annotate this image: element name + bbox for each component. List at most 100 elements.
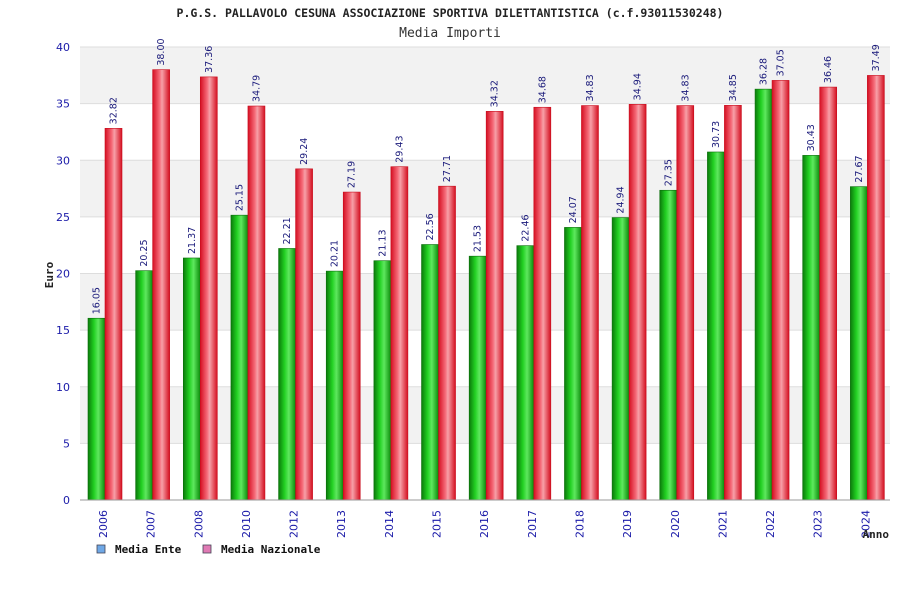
value-label: 29.24 [299,138,310,165]
value-label: 27.67 [854,155,865,182]
value-label: 21.37 [187,227,198,254]
legend-swatch-media-ente [96,544,106,554]
bar-media-ente-2023 [802,155,821,501]
bar-media-ente-2021 [707,151,725,501]
bar-media-ente-2014 [373,260,392,501]
bar-media-nazionale-2022 [771,80,790,501]
legend: Media Ente Media Nazionale [96,543,321,556]
y-axis-ticks: 0 5 10 15 20 25 30 35 40 [56,41,70,507]
bar-media-nazionale-2007 [152,69,170,501]
y-tick-label: 25 [56,211,70,224]
value-label: 29.43 [394,136,405,163]
x-tick-label: 2014 [383,510,396,538]
y-tick-label: 5 [63,437,70,450]
value-label: 34.68 [537,76,548,103]
bar-media-ente-2017 [516,245,535,501]
legend-label-media-nazionale: Media Nazionale [221,543,321,556]
bar-media-ente-2019 [611,217,630,501]
value-label: 27.19 [347,161,358,188]
bar-media-ente-2007 [135,270,153,501]
value-label: 34.94 [633,73,644,100]
value-labels: 16.05 32.82 20.25 38.00 21.37 37.36 25.15 34.79… [92,38,882,314]
legend-label-media-ente: Media Ente [115,543,182,556]
x-tick-label: 2020 [669,510,682,538]
value-label: 36.46 [823,56,834,83]
bar-media-ente-2010 [230,214,249,501]
x-tick-label: 2019 [621,510,634,538]
bar-media-ente-2012 [278,248,296,501]
bars [87,69,885,501]
x-tick-label: 2018 [573,510,586,538]
x-tick-label: 2023 [812,510,825,538]
x-tick-label: 2010 [240,510,253,538]
value-label: 34.85 [728,74,739,101]
value-label: 38.00 [156,38,167,65]
value-label: 34.83 [585,74,596,101]
y-tick-label: 30 [56,154,70,167]
x-tick-label: 2022 [764,510,777,538]
chart-subtitle: Media Importi [399,26,501,41]
y-tick-label: 15 [56,324,70,337]
y-axis-label: Euro [43,261,56,288]
value-label: 34.32 [490,80,501,107]
y-tick-label: 10 [56,381,70,394]
value-label: 24.94 [616,186,627,213]
value-label: 22.56 [425,213,436,240]
bar-media-nazionale-2020 [676,105,695,501]
bar-media-nazionale-2010 [247,105,266,501]
value-label: 16.05 [92,287,103,314]
value-label: 27.35 [663,159,674,186]
value-label: 36.28 [759,58,770,85]
bar-media-nazionale-2014 [390,166,409,501]
x-axis-label: Anno [863,528,890,541]
x-tick-label: 2006 [97,510,110,538]
x-tick-label: 2024 [859,510,872,538]
bar-media-nazionale-2008 [199,76,218,501]
y-tick-label: 35 [56,98,70,111]
value-label: 34.79 [251,75,262,102]
bar-media-nazionale-2006 [104,128,123,501]
x-tick-label: 2012 [288,510,301,538]
bar-media-nazionale-2024 [867,75,885,501]
x-tick-label: 2017 [526,510,539,538]
bar-media-ente-2016 [468,255,487,501]
x-tick-label: 2008 [192,510,205,538]
value-label: 25.15 [234,184,245,211]
x-tick-label: 2015 [431,510,444,538]
value-label: 27.71 [442,155,453,182]
bar-media-nazionale-2017 [533,106,552,501]
x-tick-label: 2013 [335,510,348,538]
value-label: 30.43 [806,124,817,151]
legend-swatch-media-nazionale [202,544,212,554]
y-tick-label: 40 [56,41,70,54]
x-tick-label: 2021 [716,510,729,538]
bar-media-ente-2015 [421,244,439,501]
value-label: 24.07 [568,196,579,223]
value-label: 37.49 [871,44,882,71]
bar-media-ente-2024 [850,186,868,501]
bar-media-nazionale-2021 [724,105,742,501]
value-label: 34.83 [680,74,691,101]
x-tick-label: 2016 [478,510,491,538]
value-label: 22.46 [520,214,531,241]
bar-media-ente-2006 [87,317,106,501]
bar-media-nazionale-2015 [438,185,456,501]
bar-media-nazionale-2018 [581,105,599,501]
bar-media-nazionale-2019 [628,104,647,501]
bar-media-nazionale-2023 [819,86,838,501]
value-label: 21.13 [377,229,388,256]
value-label: 32.82 [109,97,120,124]
bar-media-nazionale-2013 [342,191,361,501]
bar-media-ente-2013 [325,270,344,501]
x-axis-ticks: 2006 2007 2008 2010 2012 2013 2014 2015 2016 2017… [97,510,872,538]
value-label: 30.73 [711,121,722,148]
y-tick-label: 0 [63,494,70,507]
bar-media-ente-2022 [754,88,773,501]
x-tick-label: 2007 [145,510,158,538]
bar-media-nazionale-2012 [295,168,313,501]
bar-media-ente-2008 [182,257,201,501]
chart-title: P.G.S. PALLAVOLO CESUNA ASSOCIAZIONE SPO… [177,6,724,20]
bar-media-nazionale-2016 [485,111,504,501]
bar-media-ente-2020 [659,189,678,501]
